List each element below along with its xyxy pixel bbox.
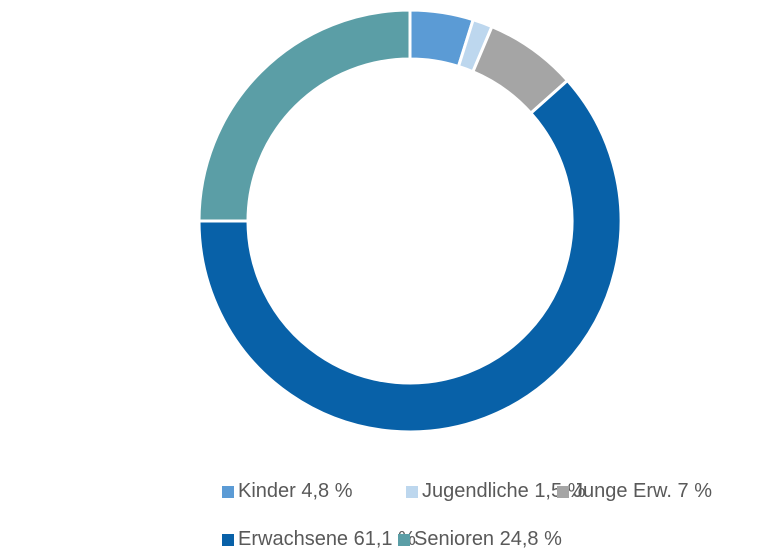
legend-label: Kinder 4,8 % [238,480,353,502]
legend-swatch [557,486,569,498]
legend-name: Erwachsene [238,528,348,550]
legend-swatch [406,486,418,498]
legend-swatch [222,486,234,498]
legend-label: Junge Erw. 7 % [573,480,712,502]
legend-name: Senioren [414,528,494,550]
legend-value: 24,8 % [500,528,562,550]
legend-swatch [222,534,234,546]
legend-name: Jugendliche [422,480,529,502]
legend-value: 7 % [678,480,713,502]
legend-value: 4,8 % [301,480,352,502]
legend-label: Erwachsene 61,1 % [238,528,416,550]
donut-segment [197,8,412,223]
donut-segment [197,78,623,434]
legend-name: Junge Erw. [573,480,672,502]
legend-swatch [398,534,410,546]
legend-label: Senioren 24,8 % [414,528,562,550]
legend-name: Kinder [238,480,296,502]
